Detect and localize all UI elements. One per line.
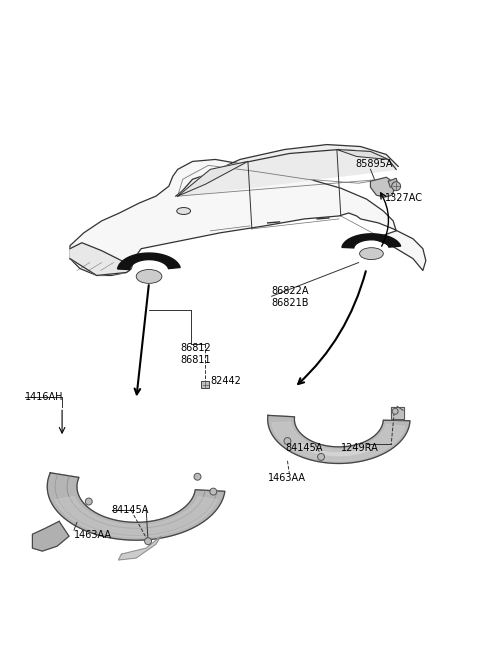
Polygon shape [178, 162, 248, 196]
Text: 86811: 86811 [180, 355, 211, 365]
Polygon shape [371, 177, 394, 197]
Circle shape [318, 453, 324, 461]
Text: 84145A: 84145A [286, 443, 323, 453]
Polygon shape [119, 536, 161, 560]
Text: 1463AA: 1463AA [74, 530, 112, 540]
Polygon shape [70, 242, 131, 275]
Polygon shape [33, 522, 69, 551]
Polygon shape [272, 422, 405, 461]
Polygon shape [55, 497, 217, 537]
Ellipse shape [136, 269, 162, 283]
Circle shape [85, 498, 92, 505]
Polygon shape [70, 160, 426, 275]
Polygon shape [178, 150, 396, 196]
Polygon shape [391, 407, 404, 419]
Text: 1416AH: 1416AH [24, 392, 63, 402]
Circle shape [392, 182, 401, 191]
Polygon shape [268, 415, 410, 463]
Text: 86822A: 86822A [272, 286, 309, 296]
Ellipse shape [360, 248, 384, 260]
Circle shape [392, 408, 398, 415]
Circle shape [210, 488, 217, 495]
Polygon shape [337, 150, 388, 160]
Text: 1249RA: 1249RA [341, 443, 379, 453]
Polygon shape [342, 234, 401, 248]
Polygon shape [388, 178, 398, 187]
Polygon shape [118, 253, 180, 269]
Bar [202, 380, 209, 388]
Text: 82442: 82442 [210, 376, 241, 386]
Circle shape [194, 473, 201, 480]
Circle shape [284, 438, 291, 445]
Text: 86821B: 86821B [272, 298, 309, 308]
Text: 86812: 86812 [180, 343, 212, 353]
Text: 1327AC: 1327AC [385, 193, 423, 203]
Polygon shape [176, 145, 398, 196]
Circle shape [144, 537, 152, 545]
Text: 84145A: 84145A [111, 505, 149, 516]
Text: 85895A: 85895A [356, 160, 393, 170]
Text: 1463AA: 1463AA [268, 473, 306, 483]
Ellipse shape [177, 208, 191, 214]
Polygon shape [47, 473, 225, 540]
